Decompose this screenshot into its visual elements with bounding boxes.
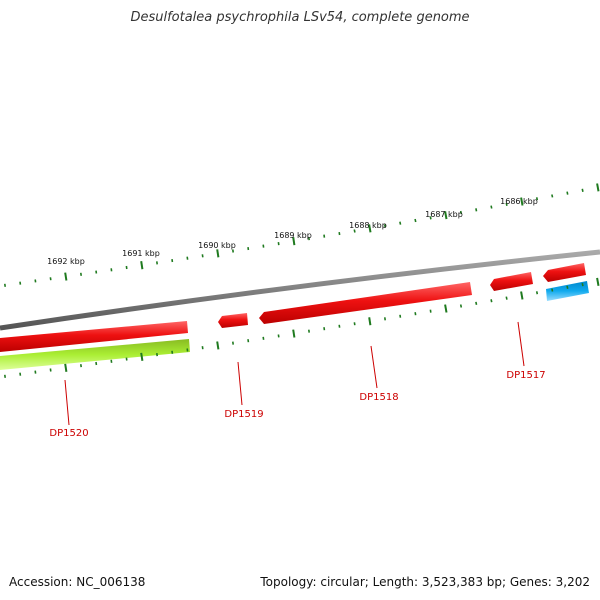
outer-tick-minor [429, 216, 432, 220]
inner-tick-major [292, 329, 296, 338]
map-title: Desulfotalea psychrophila LSv54, complet… [130, 10, 470, 25]
genome-backbone [0, 249, 600, 331]
inner-tick-ring [4, 277, 600, 378]
inner-tick-minor [535, 291, 539, 295]
outer-tick-minor [490, 205, 493, 209]
leader-dp1517 [517, 321, 525, 367]
inner-tick-major [368, 317, 372, 326]
gene-dp1519 [218, 313, 248, 328]
leader-dp1518 [370, 345, 378, 389]
leader-dp1520 [64, 379, 70, 426]
outer-tick-major [596, 183, 600, 192]
gene-label-dp1517: DP1517 [506, 370, 545, 381]
outer-tick-major [444, 211, 448, 220]
inner-tick-minor [551, 288, 554, 292]
inner-tick-major [216, 341, 220, 350]
kbp-label: 1690 kbp [198, 241, 236, 250]
outer-tick-major [64, 272, 68, 281]
inner-tick-major [64, 363, 68, 372]
gene-dp1517 [490, 272, 533, 291]
outer-tick-minor [399, 221, 402, 225]
gene-dp1520-forward [0, 321, 188, 352]
gene-blue-feature [546, 281, 589, 301]
inner-tick-minor [459, 304, 463, 308]
outer-tick-major [520, 197, 524, 206]
outer-tick-minor [459, 210, 463, 215]
inner-tick-minor [505, 296, 508, 300]
outer-tick-minor [475, 208, 478, 212]
outer-tick-major [368, 224, 372, 233]
gene-dp1520-reverse [0, 339, 190, 370]
outer-tick-minor [353, 229, 356, 233]
outer-tick-major [216, 249, 220, 258]
outer-tick-ring [4, 183, 600, 287]
gene-label-dp1518: DP1518 [359, 392, 398, 403]
gene-right-edge [543, 263, 586, 282]
outer-tick-minor [535, 197, 539, 201]
outer-tick-minor [566, 191, 569, 195]
outer-tick-minor [383, 224, 387, 228]
kbp-label: 1688 kbp [349, 221, 387, 230]
kbp-label: 1687 kbp [425, 210, 463, 219]
inner-tick-major [520, 291, 524, 300]
outer-tick-major [292, 237, 296, 246]
outer-tick-major [140, 261, 144, 270]
kbp-label: 1689 kbp [274, 231, 312, 240]
gene-dp1518 [259, 282, 472, 324]
leader-dp1519 [237, 361, 243, 406]
kbp-label: 1686 kbp [500, 197, 538, 206]
kbp-label: 1692 kbp [47, 257, 85, 266]
inner-tick-minor [566, 285, 569, 289]
kbp-label: 1691 kbp [122, 249, 160, 258]
inner-tick-major [140, 352, 144, 361]
kbp-label-group: 1686 kbp 1687 kbp 1688 kbp 1689 kbp 1690 kbp… [47, 197, 538, 266]
outer-tick-minor [581, 188, 584, 192]
outer-tick-minor [551, 194, 554, 198]
inner-tick-major [596, 277, 600, 286]
inner-tick-minor [581, 282, 584, 287]
gene-label-dp1520: DP1520 [49, 428, 88, 439]
inner-tick-major [444, 304, 448, 313]
inner-tick-minor [475, 301, 478, 305]
outer-tick-minor [505, 202, 508, 206]
gene-label-dp1519: DP1519 [224, 409, 263, 420]
outer-tick-minor [414, 218, 417, 223]
genome-summary-text: Topology: circular; Length: 3,523,383 bp… [260, 575, 590, 589]
inner-tick-minor [490, 299, 493, 303]
accession-text: Accession: NC_006138 [9, 575, 146, 589]
